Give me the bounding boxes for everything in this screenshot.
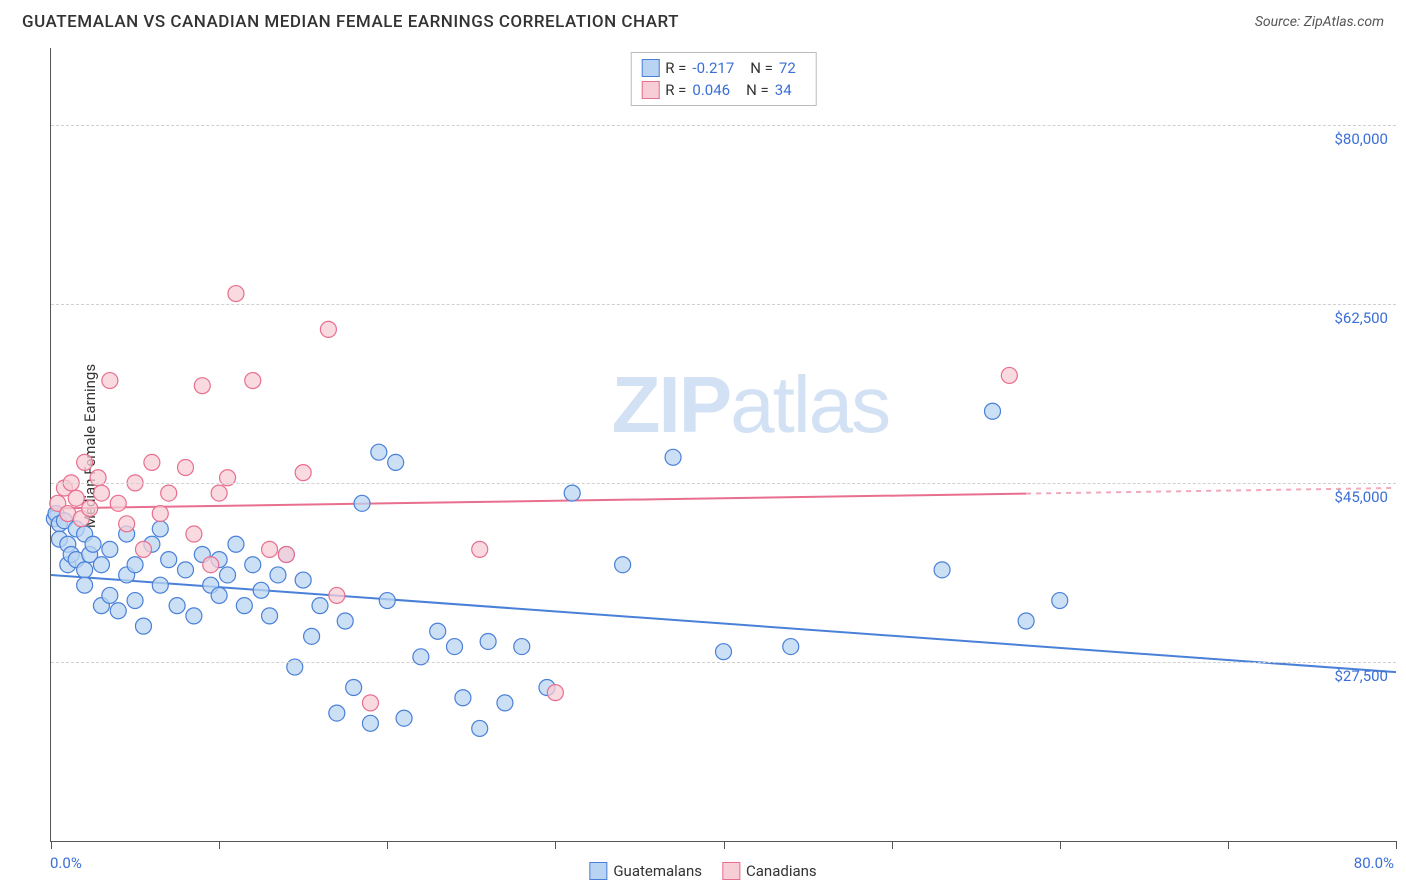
x-axis-start-label: 0.0% [50, 854, 82, 872]
y-tick-label: $45,000 [1334, 488, 1388, 506]
chart-title: GUATEMALAN VS CANADIAN MEDIAN FEMALE EAR… [22, 12, 679, 32]
scatter-plot-svg [51, 48, 1396, 841]
swatch-series2 [641, 81, 659, 99]
bottom-legend: Guatemalans Canadians [589, 862, 816, 880]
y-tick-label: $62,500 [1334, 309, 1388, 327]
x-axis-end-label: 80.0% [1354, 854, 1394, 872]
chart-plot-area: ZIPatlas R = -0.217 N = 72 R = 0.046 N =… [50, 48, 1396, 842]
source-link[interactable]: ZipAtlas.com [1304, 14, 1384, 30]
correlation-stats-box: R = -0.217 N = 72 R = 0.046 N = 34 [630, 52, 817, 106]
legend-item-series2: Canadians [722, 862, 817, 880]
legend-swatch-series2 [722, 862, 740, 880]
y-tick-label: $27,500 [1334, 667, 1388, 685]
stats-row-series1: R = -0.217 N = 72 [641, 57, 806, 79]
swatch-series1 [641, 59, 659, 77]
source-attribution: Source: ZipAtlas.com [1255, 14, 1384, 30]
stats-row-series2: R = 0.046 N = 34 [641, 79, 806, 101]
legend-swatch-series1 [589, 862, 607, 880]
y-tick-label: $80,000 [1334, 130, 1388, 148]
legend-item-series1: Guatemalans [589, 862, 702, 880]
